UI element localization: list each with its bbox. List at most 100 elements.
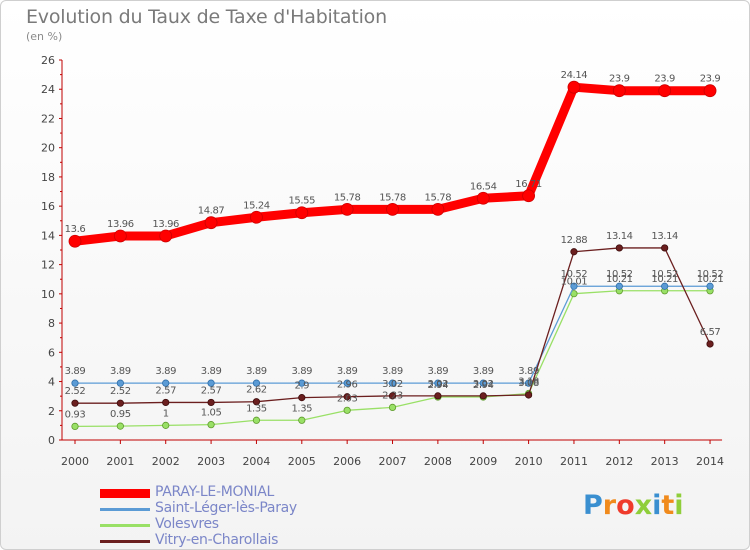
series-0-data-label: 15.78 bbox=[425, 192, 452, 203]
x-tick-label: 2009 bbox=[469, 455, 497, 468]
x-tick-label: 2007 bbox=[379, 455, 407, 468]
series-2-data-label: 1.05 bbox=[201, 408, 222, 419]
series-1-point bbox=[615, 282, 623, 290]
y-tick-label: 2 bbox=[48, 405, 55, 418]
series-0-data-label: 13.96 bbox=[152, 219, 179, 230]
legend-item-volesvres: Volesvres bbox=[100, 516, 460, 533]
series-1-data-label: 3.89 bbox=[65, 366, 86, 377]
series-2-point bbox=[388, 403, 397, 412]
series-0-point bbox=[159, 229, 173, 243]
legend-swatch-vitry bbox=[100, 540, 150, 543]
x-tick-label: 2002 bbox=[152, 455, 180, 468]
series-1-data-label: 3.89 bbox=[201, 366, 222, 377]
series-1-data-label: 10.52 bbox=[561, 269, 588, 280]
series-0-point bbox=[113, 229, 127, 243]
series-1-data-label: 10.52 bbox=[697, 269, 724, 280]
y-tick-label: 14 bbox=[41, 229, 55, 242]
series-2-point bbox=[162, 421, 170, 429]
series-2-point bbox=[252, 416, 261, 424]
series-3-point bbox=[207, 398, 215, 407]
series-3-data-label: 2.57 bbox=[201, 385, 222, 396]
series-1-point bbox=[252, 379, 261, 387]
series-0-point bbox=[295, 206, 309, 220]
y-tick-label: 26 bbox=[41, 54, 55, 67]
series-0-point bbox=[340, 202, 354, 216]
series-2-data-label: 10.21 bbox=[606, 274, 633, 285]
series-3-point bbox=[661, 244, 669, 252]
series-2-data-label: 0.95 bbox=[110, 409, 131, 420]
y-tick-label: 8 bbox=[48, 317, 55, 330]
series-2-point bbox=[207, 421, 215, 429]
y-tick-label: 16 bbox=[41, 200, 55, 213]
series-0-data-label: 24.14 bbox=[561, 70, 588, 81]
logo-letter: r bbox=[602, 490, 617, 521]
legend-swatch-saint-leger bbox=[100, 508, 150, 511]
series-3-point bbox=[343, 393, 351, 401]
series-2-data-label: 10.21 bbox=[651, 274, 678, 285]
series-2-data-label: 2.94 bbox=[473, 380, 494, 391]
series-3-point bbox=[388, 392, 397, 400]
legend-item-paray: PARAY-LE-MONIAL bbox=[100, 484, 460, 501]
series-3-point bbox=[252, 398, 261, 406]
series-1-point bbox=[388, 379, 397, 387]
logo-letter: i bbox=[674, 490, 684, 521]
y-tick-label: 24 bbox=[41, 83, 55, 96]
logo-letter: P bbox=[583, 490, 603, 521]
series-3-data-label: 2.62 bbox=[246, 385, 267, 396]
logo-letter: t bbox=[661, 490, 675, 521]
series-1-point bbox=[116, 379, 124, 387]
series-1-point bbox=[706, 282, 714, 290]
x-tick-label: 2001 bbox=[106, 455, 134, 468]
y-tick-label: 12 bbox=[41, 259, 55, 272]
legend-label-paray: PARAY-LE-MONIAL bbox=[155, 484, 274, 500]
series-0-point bbox=[68, 234, 82, 248]
series-1-data-label: 3.89 bbox=[337, 366, 358, 377]
series-0-data-label: 13.6 bbox=[65, 224, 86, 235]
series-0-point bbox=[612, 84, 626, 98]
proxiti-logo: Proxiti bbox=[583, 490, 684, 521]
y-tick-label: 20 bbox=[41, 142, 55, 155]
series-3-data-label: 13.14 bbox=[606, 231, 633, 242]
legend: PARAY-LE-MONIAL Saint-Léger-lès-Paray Vo… bbox=[100, 484, 460, 549]
x-tick-label: 2011 bbox=[560, 455, 588, 468]
series-2-point bbox=[71, 422, 79, 431]
series-3-data-label: 3.08 bbox=[518, 378, 539, 389]
series-3-data-label: 2.9 bbox=[294, 381, 309, 392]
series-0-point bbox=[204, 216, 218, 230]
series-3-point bbox=[570, 248, 578, 256]
series-1-point bbox=[661, 282, 669, 290]
y-tick-label: 22 bbox=[41, 112, 55, 125]
series-1-data-label: 3.89 bbox=[246, 366, 267, 377]
legend-label-volesvres: Volesvres bbox=[155, 516, 219, 532]
series-0-data-label: 16.54 bbox=[470, 181, 497, 192]
series-2-data-label: 1.35 bbox=[291, 403, 312, 414]
series-0-data-label: 23.9 bbox=[654, 74, 675, 85]
x-tick-label: 2010 bbox=[515, 455, 543, 468]
series-2-data-label: 2.94 bbox=[428, 380, 449, 391]
series-0-point bbox=[431, 202, 445, 216]
series-0-point bbox=[386, 202, 399, 216]
series-1-data-label: 10.52 bbox=[651, 269, 678, 280]
series-layer bbox=[68, 80, 717, 431]
y-tick-label: 18 bbox=[41, 171, 55, 184]
series-0-data-label: 15.55 bbox=[288, 196, 315, 207]
series-0-data-label: 15.78 bbox=[334, 192, 361, 203]
series-1-point bbox=[162, 379, 170, 387]
series-3-data-label: 13.14 bbox=[651, 231, 678, 242]
series-3-point bbox=[434, 392, 442, 400]
series-3-data-label: 2.96 bbox=[337, 380, 358, 391]
series-2-data-label: 2.23 bbox=[382, 390, 403, 401]
series-3-point bbox=[71, 399, 79, 407]
legend-label-saint-leger: Saint-Léger-lès-Paray bbox=[155, 500, 297, 516]
series-0-point bbox=[658, 84, 672, 98]
series-3-data-label: 2.57 bbox=[155, 385, 176, 396]
x-tick-label: 2005 bbox=[288, 455, 316, 468]
y-tick-label: 4 bbox=[48, 376, 55, 389]
x-tick-label: 2003 bbox=[197, 455, 225, 468]
series-3-data-label: 3.02 bbox=[473, 379, 494, 390]
series-3-data-label: 6.57 bbox=[700, 327, 721, 338]
legend-swatch-paray bbox=[100, 489, 150, 498]
series-3-point bbox=[479, 392, 487, 400]
